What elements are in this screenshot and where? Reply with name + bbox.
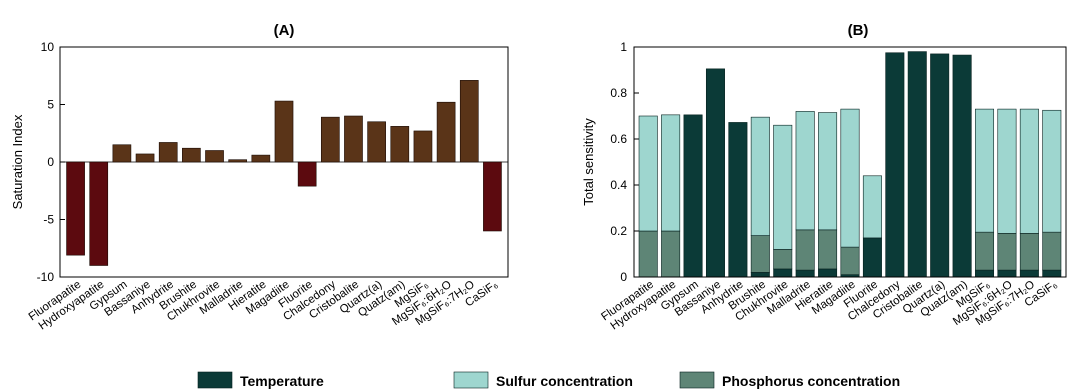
- chart-b-bar-fluorite-sulfur-concentration: [862, 175, 882, 239]
- chart-b-bar-mgsif-7h-o-temperature: [1019, 269, 1039, 278]
- chart-b-bar-fluorite-temperature: [862, 237, 882, 278]
- chart-a-bar-hieratite: [251, 154, 271, 163]
- chart-b-bar-hieratite-sulfur-concentration: [818, 112, 838, 231]
- legend-label-phosphorus-concentration: Phosphorus concentration: [722, 373, 900, 389]
- chart-b-y-tick-label: 0.4: [610, 178, 627, 192]
- chart-b-bar-hydroxyapatite-phosphorus-concentration: [661, 230, 681, 278]
- legend: Temperature Sulfur concentration Phosphoru…: [197, 371, 900, 389]
- chart-b-bar-magadiite-sulfur-concentration: [840, 108, 860, 248]
- chart-a-y-tick-label: 10: [41, 40, 55, 54]
- chart-b-bar-casif-sulfur-concentration: [1042, 109, 1062, 233]
- legend-label-sulfur-concentration: Sulfur concentration: [496, 373, 633, 389]
- chart-b-title: (B): [848, 22, 869, 39]
- chart-b-y-axis-label: Total sensitivity: [581, 118, 596, 206]
- chart-a-bar-casif: [483, 161, 502, 232]
- legend-swatch-temperature: [197, 371, 233, 389]
- chart-b-bar-anhydrite-temperature: [728, 122, 748, 278]
- chart-b-bar-quatz-am-temperature: [952, 54, 972, 278]
- legend-swatch-sulfur-concentration: [453, 371, 489, 389]
- chart-a-bar-gypsum: [112, 144, 132, 163]
- chart-a-bar-brushite: [182, 147, 201, 163]
- chart-b-y-tick-label: 1: [620, 40, 627, 54]
- chart-b-y-tick-label: 0: [620, 270, 627, 284]
- chart-b-bar-mgsif-sulfur-concentration: [975, 108, 995, 233]
- chart-a-bar-hydroxyapatite: [89, 161, 109, 266]
- chart-b-bar-mgsif-phosphorus-concentration: [975, 231, 995, 271]
- chart-a-bar-fluorapatite: [66, 161, 85, 256]
- chart-b-bar-magadiite-phosphorus-concentration: [840, 246, 860, 276]
- chart-b-bar-bassaniye-temperature: [705, 68, 725, 278]
- chart-a-bar-chukhrovite: [205, 150, 224, 163]
- chart-b-bar-chukhrovite-phosphorus-concentration: [773, 249, 793, 270]
- chart-b-bar-hieratite-temperature: [818, 268, 838, 278]
- chart-a-y-tick-label: 0: [47, 155, 54, 169]
- chart-b-bar-fluorapatite-sulfur-concentration: [638, 115, 658, 232]
- chart-a-plot-frame: [59, 46, 509, 278]
- chart-b-bar-chalcedony-temperature: [885, 52, 905, 278]
- chart-b-bar-hydroxyapatite-sulfur-concentration: [661, 114, 681, 232]
- chart-b-bar-casif-phosphorus-concentration: [1042, 231, 1062, 271]
- chart-a: (A) Saturation Index -10-50510Fluorapati…: [10, 22, 509, 332]
- chart-a-bar-quartz-a: [367, 121, 386, 163]
- chart-b-bar-mgsif-7h-o-sulfur-concentration: [1019, 108, 1039, 234]
- chart-a-bar-chalcedony: [320, 116, 340, 163]
- chart-b-bar-cristobalite-temperature: [907, 51, 927, 278]
- chart-b-bar-hieratite-phosphorus-concentration: [818, 229, 838, 270]
- chart-b-bar-brushite-sulfur-concentration: [750, 116, 770, 236]
- chart-a-y-axis-label: Saturation Index: [10, 114, 25, 209]
- chart-b-bar-chukhrovite-temperature: [773, 268, 793, 278]
- chart-b-bar-chukhrovite-sulfur-concentration: [773, 124, 793, 250]
- chart-b-bar-brushite-phosphorus-concentration: [750, 235, 770, 273]
- chart-a-title: (A): [274, 22, 295, 39]
- chart-b-bar-malladrite-temperature: [795, 269, 815, 278]
- chart-b-bar-mgsif-6h-o-sulfur-concentration: [997, 108, 1017, 234]
- chart-a-bar-magadiite: [274, 100, 294, 163]
- chart-b-bar-fluorapatite-phosphorus-concentration: [638, 230, 658, 278]
- chart-b-bar-casif-temperature: [1042, 269, 1062, 278]
- chart-b-y-tick-label: 0.8: [610, 86, 627, 100]
- chart-b-plot-frame: [633, 46, 1067, 278]
- chart-a-bar-quatz-am: [390, 126, 410, 163]
- chart-b-y-tick-label: 0.6: [610, 132, 627, 146]
- chart-b-bar-mgsif-7h-o-phosphorus-concentration: [1019, 233, 1039, 271]
- chart-a-bar-mgsif-6h-o: [436, 101, 456, 163]
- chart-a-bar-fluorite: [297, 161, 317, 187]
- chart-b-bar-brushite-temperature: [750, 272, 770, 278]
- chart-b-bar-malladrite-phosphorus-concentration: [795, 229, 815, 271]
- chart-a-bar-cristobalite: [344, 115, 363, 163]
- chart-a-bar-anhydrite: [158, 142, 178, 163]
- chart-a-bar-mgsif: [413, 130, 433, 163]
- legend-label-temperature: Temperature: [240, 373, 324, 389]
- chart-b: (B) Total sensitivity 00.20.40.60.81Fluo…: [581, 22, 1067, 332]
- chart-b-bar-malladrite-sulfur-concentration: [795, 111, 815, 231]
- chart-b-bar-quartz-a-temperature: [930, 53, 950, 278]
- chart-b-bar-mgsif-6h-o-phosphorus-concentration: [997, 233, 1017, 271]
- chart-a-bar-bassaniye: [135, 153, 155, 163]
- chart-b-bar-mgsif-temperature: [975, 269, 995, 278]
- chart-a-bar-mgsif-7h-o: [459, 80, 479, 163]
- chart-b-bar-mgsif-6h-o-temperature: [997, 269, 1017, 278]
- chart-a-bar-malladrite: [228, 159, 248, 163]
- chart-a-y-tick-label: -5: [43, 213, 54, 227]
- chart-b-y-tick-label: 0.2: [610, 224, 627, 238]
- chart-b-bar-gypsum-temperature: [683, 114, 703, 278]
- chart-a-y-tick-label: 5: [47, 98, 54, 112]
- chart-a-y-tick-label: -10: [37, 270, 55, 284]
- legend-swatch-phosphorus-concentration: [679, 371, 715, 389]
